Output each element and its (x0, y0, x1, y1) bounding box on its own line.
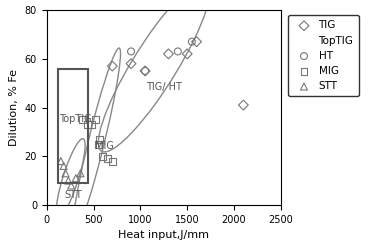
Point (142, 69, 148, 73)
Point (165, 52, 172, 56)
Point (105, 157, 111, 161)
Point (184, 52, 190, 56)
Point (175, 50, 181, 54)
Point (62, 91, 69, 95)
Point (62, 171, 69, 175)
Point (95, 142, 101, 146)
Point (96, 137, 102, 141)
Point (68, 184, 74, 188)
Point (240, 103, 246, 107)
Point (76, 157, 83, 161)
Y-axis label: Dilution, % Fe: Dilution, % Fe (9, 69, 19, 146)
Point (142, 69, 148, 73)
Point (128, 50, 134, 54)
Point (109, 64, 115, 68)
Point (72, 98, 78, 102)
Point (65, 178, 71, 182)
Text: MIG: MIG (94, 141, 113, 151)
Point (128, 62, 134, 66)
Point (58, 159, 64, 163)
Point (67, 130, 73, 134)
Point (193, 40, 200, 44)
Point (60, 164, 67, 168)
Point (100, 154, 106, 158)
Point (72, 135, 78, 139)
Point (189, 40, 195, 44)
Text: TopTIG: TopTIG (59, 114, 92, 124)
Point (109, 159, 115, 163)
Bar (58, 68, 88, 183)
Point (92, 118, 99, 122)
Point (89, 122, 95, 126)
Point (77, 171, 83, 175)
X-axis label: Heat input,J/mm: Heat input,J/mm (118, 230, 209, 240)
Point (58, 74, 64, 78)
Text: TIG/ HT: TIG/ HT (146, 82, 182, 92)
Text: STT: STT (64, 190, 82, 200)
Point (79, 118, 85, 122)
Point (73, 176, 79, 180)
Legend: TIG, TopTIG, HT, MIG, STT: TIG, TopTIG, HT, MIG, STT (288, 15, 359, 96)
Point (84, 122, 90, 126)
Point (79, 174, 85, 178)
